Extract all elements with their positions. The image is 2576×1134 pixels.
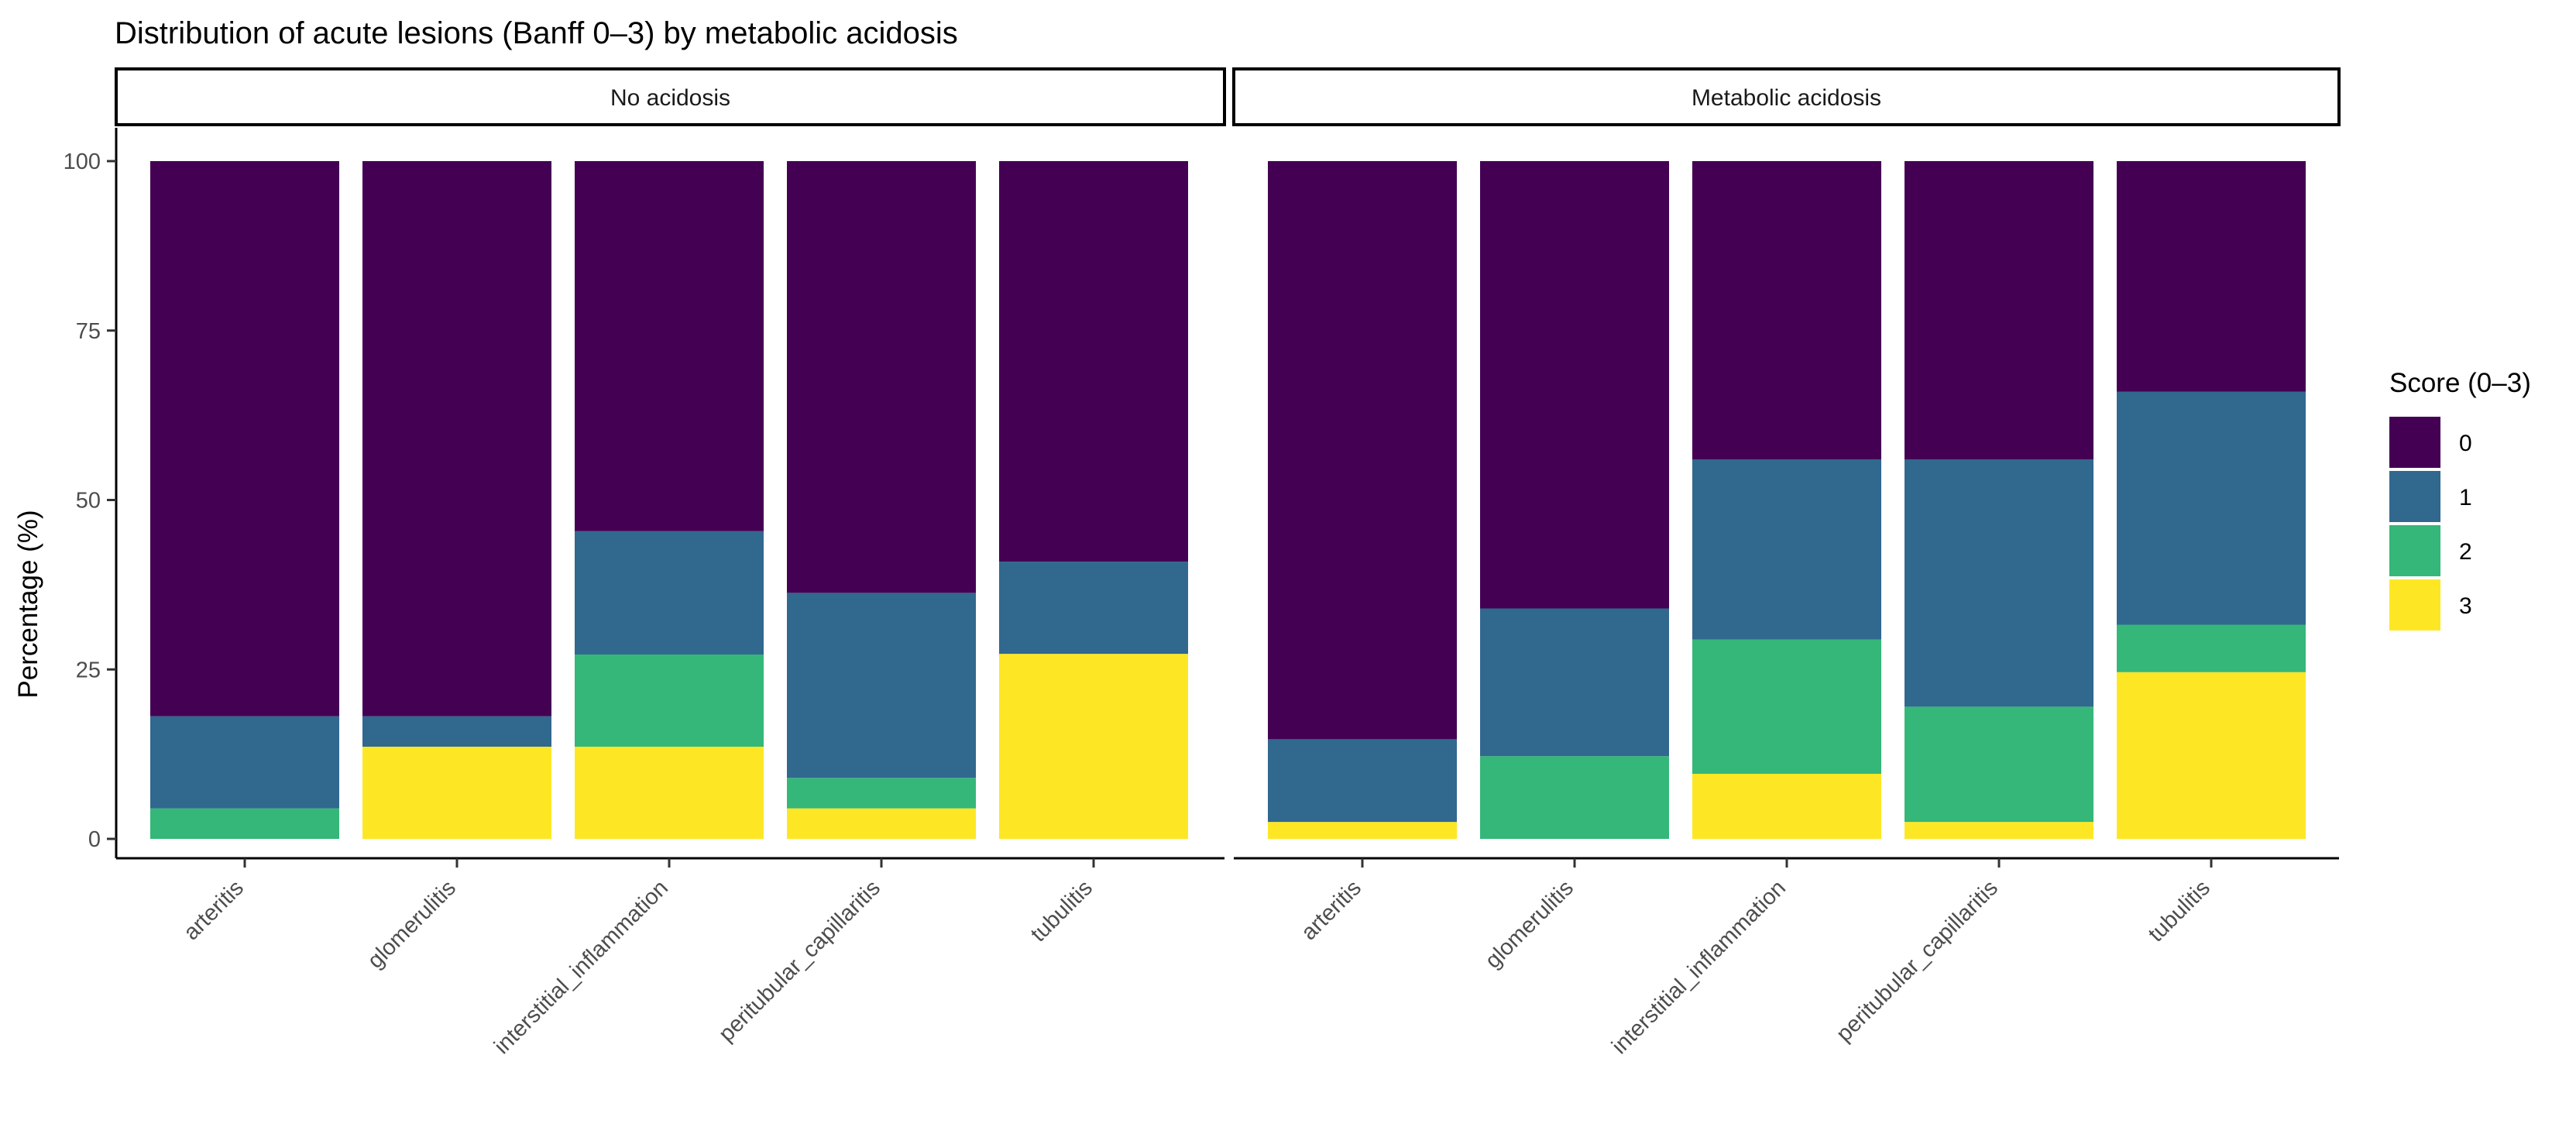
bar-segment-glomerulitis-score-1: [362, 716, 551, 747]
bar-segment-peritubular-capillaritis-score-3: [787, 808, 976, 839]
y-tick-label: 50: [76, 489, 101, 514]
bar-segment-tubulitis-score-2: [2117, 624, 2306, 672]
legend-label-3: 3: [2459, 593, 2472, 619]
bar-segment-peritubular-capillaritis-score-2: [1905, 706, 2093, 823]
bar-segment-tubulitis-score-0: [999, 161, 1188, 562]
legend: Score (0–3) 0 1 2 3: [2389, 368, 2531, 631]
bar-segment-interstitial-inflammation-score-0: [1692, 161, 1881, 459]
legend-label-0: 0: [2459, 431, 2472, 456]
x-tick-label: arteritis: [1297, 875, 1366, 945]
y-tick-label: 25: [76, 658, 101, 682]
bar-segment-glomerulitis-score-3: [362, 747, 551, 839]
bar-segment-interstitial-inflammation-score-3: [575, 747, 764, 839]
bar-segment-glomerulitis-score-2: [1480, 756, 1669, 839]
x-tick-label: glomerulitis: [1481, 875, 1578, 973]
bar-segment-interstitial-inflammation-score-1: [1692, 459, 1881, 640]
bar-segment-tubulitis-score-3: [2117, 672, 2306, 839]
bar-segment-peritubular-capillaritis-score-2: [787, 778, 976, 809]
x-tick-label: tubulitis: [1026, 875, 1097, 947]
bar-segment-arteritis-score-0: [150, 161, 339, 716]
y-tick-label: 75: [76, 319, 101, 344]
y-tick-label: 0: [88, 827, 101, 852]
bar-segment-interstitial-inflammation-score-1: [575, 531, 764, 655]
bar-segment-peritubular-capillaritis-score-0: [787, 161, 976, 593]
legend-key-2: [2389, 525, 2440, 576]
panels: No acidosis 0 25 50 75 100 arteritis glomerulit…: [64, 67, 2341, 1059]
chart-title: Distribution of acute lesions (Banff 0–3…: [115, 16, 958, 50]
panel-metabolic-acidosis: Metabolic acidosis arteritis glomerulitis i…: [1232, 67, 2341, 1059]
bar-segment-tubulitis-score-1: [999, 562, 1188, 655]
bar-segment-tubulitis-score-3: [999, 654, 1188, 839]
x-tick-label: interstitial_inflammation: [1607, 875, 1791, 1059]
facet-strip-label: Metabolic acidosis: [1692, 85, 1881, 111]
bar-segment-peritubular-capillaritis-score-1: [1905, 459, 2093, 707]
legend-label-2: 2: [2459, 539, 2472, 565]
bar-segment-interstitial-inflammation-score-2: [575, 655, 764, 747]
x-tick-label: arteritis: [179, 875, 249, 945]
bar-segment-peritubular-capillaritis-score-0: [1905, 161, 2093, 459]
legend-key-1: [2389, 471, 2440, 522]
x-tick-label: peritubular_capillaritis: [1832, 875, 2003, 1046]
facet-strip: [115, 67, 1226, 126]
x-tick-label: interstitial_inflammation: [489, 875, 673, 1059]
bar-segment-glomerulitis-score-1: [1480, 608, 1669, 757]
legend-key-0: [2389, 417, 2440, 468]
bar-segment-interstitial-inflammation-score-0: [575, 161, 764, 531]
y-axis-title: Percentage (%): [13, 510, 43, 698]
legend-key-3: [2389, 579, 2440, 631]
facet-strip-label: No acidosis: [610, 85, 730, 111]
bar-segment-tubulitis-score-0: [2117, 161, 2306, 392]
y-tick-label: 100: [64, 149, 101, 174]
bar-segment-tubulitis-score-1: [2117, 391, 2306, 625]
bar-segment-arteritis-score-2: [150, 808, 339, 839]
legend-title: Score (0–3): [2389, 368, 2531, 398]
legend-label-1: 1: [2459, 485, 2472, 510]
x-tick-label: peritubular_capillaritis: [714, 875, 885, 1046]
panel-no-acidosis: No acidosis 0 25 50 75 100 arteritis glomerulit…: [64, 67, 1226, 1059]
x-tick-label: glomerulitis: [363, 875, 461, 973]
bar-segment-interstitial-inflammation-score-3: [1692, 774, 1881, 839]
bar-segment-peritubular-capillaritis-score-1: [787, 593, 976, 778]
facet-strip: [1232, 67, 2341, 126]
bar-segment-arteritis-score-3: [1268, 822, 1457, 839]
bar-segment-arteritis-score-0: [1268, 161, 1457, 740]
bar-segment-arteritis-score-1: [150, 716, 339, 809]
bar-segment-interstitial-inflammation-score-2: [1692, 639, 1881, 774]
bar-segment-glomerulitis-score-0: [362, 161, 551, 716]
bar-segment-peritubular-capillaritis-score-3: [1905, 822, 2093, 839]
bar-segment-arteritis-score-1: [1268, 739, 1457, 823]
x-tick-label: tubulitis: [2144, 875, 2215, 947]
bar-segment-glomerulitis-score-0: [1480, 161, 1669, 609]
